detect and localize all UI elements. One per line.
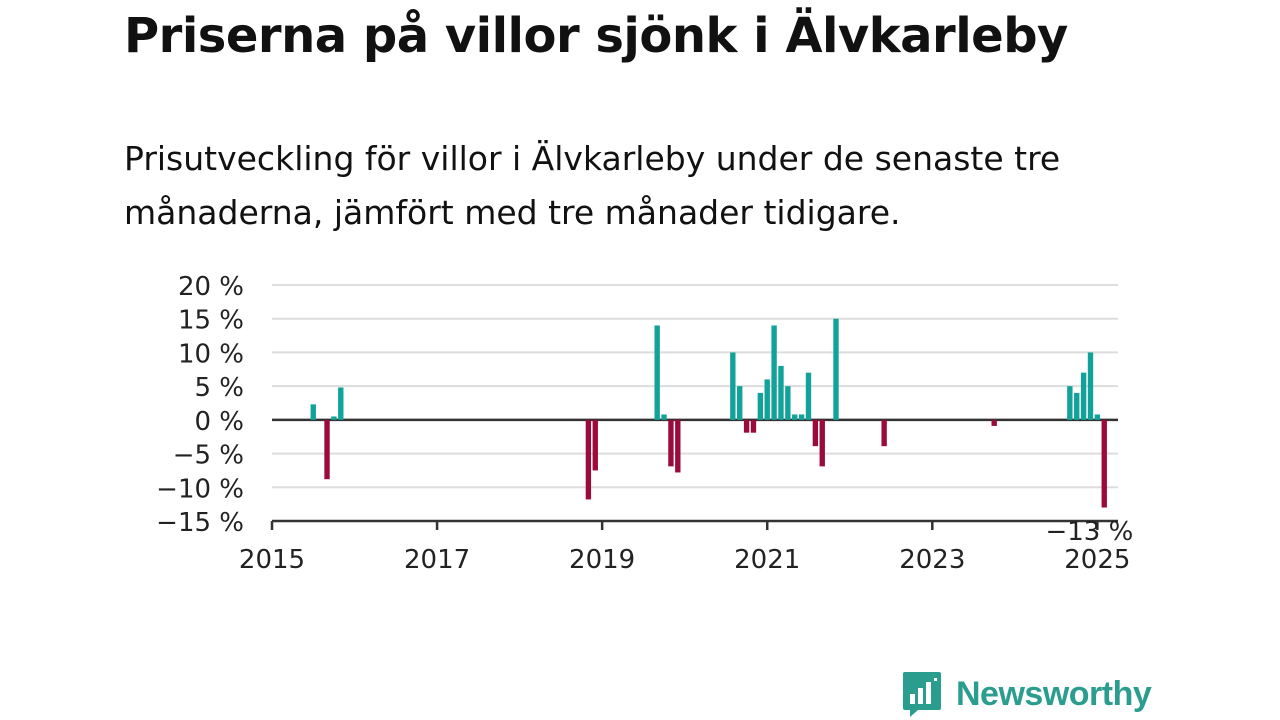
bar <box>331 416 337 420</box>
bar <box>1067 386 1073 420</box>
y-tick-label: 5 % <box>194 373 244 403</box>
bar <box>798 414 805 420</box>
y-tick-label: −15 % <box>156 508 244 538</box>
brand-logo: Newsworthy <box>902 670 1152 718</box>
x-tick-label: 2021 <box>734 545 800 575</box>
bar <box>324 419 330 480</box>
bar <box>805 372 812 420</box>
bar <box>771 325 777 420</box>
x-tick-label: 2025 <box>1064 545 1130 575</box>
bar <box>743 419 750 433</box>
bar <box>737 386 743 420</box>
bar <box>785 386 791 420</box>
y-tick-label: 15 % <box>178 306 244 336</box>
annotations: −13 % <box>1045 517 1133 547</box>
brand-name: Newsworthy <box>956 674 1152 713</box>
y-tick-label: −5 % <box>173 441 244 471</box>
bar <box>585 419 592 500</box>
newsworthy-logo-icon <box>903 672 941 717</box>
bar <box>764 379 770 420</box>
bar <box>812 419 819 447</box>
bar <box>1087 352 1094 420</box>
bar <box>338 387 344 420</box>
bar <box>1094 414 1101 420</box>
y-tick-label: 20 % <box>178 272 244 302</box>
x-tick-label: 2019 <box>569 545 635 575</box>
bar <box>792 414 798 420</box>
chart-title: Priserna på villor sjönk i Älvkarleby <box>124 8 1068 64</box>
y-tick-label: −10 % <box>156 474 244 504</box>
bar <box>661 414 667 420</box>
y-tick-label: 10 % <box>178 339 244 369</box>
bar <box>730 352 736 420</box>
x-axis: 2015 2017 2019 2021 2023 2025 <box>239 519 1130 575</box>
bar <box>1101 419 1107 508</box>
bar <box>668 419 674 467</box>
bar <box>1080 372 1087 420</box>
x-tick-label: 2017 <box>404 545 470 575</box>
last-value-label: −13 % <box>1045 517 1133 547</box>
bar <box>991 419 997 426</box>
x-tick-label: 2015 <box>239 545 305 575</box>
bar <box>654 325 660 420</box>
bars <box>310 318 1107 508</box>
bar <box>819 419 825 467</box>
bar-chart: 20 %15 %10 %5 %0 %−5 %−10 %−15 % 2015 201… <box>156 272 1133 575</box>
gridlines <box>272 284 1118 489</box>
y-axis-labels: 20 % 15 %10 % 5 % 0 % −5 %−10 % −15 % <box>156 272 244 538</box>
bar <box>1074 392 1080 420</box>
y-tick-label: 0 % <box>194 407 244 437</box>
bar <box>310 404 316 420</box>
bar <box>833 318 839 420</box>
bar <box>592 419 598 471</box>
x-tick-label: 2023 <box>899 545 965 575</box>
bar <box>757 392 764 420</box>
chart-subtitle: Prisutveckling för villor i Älvkarleby u… <box>124 139 1061 232</box>
bar <box>881 419 887 447</box>
bar <box>778 365 784 420</box>
bar <box>675 419 681 473</box>
bar <box>750 419 757 433</box>
